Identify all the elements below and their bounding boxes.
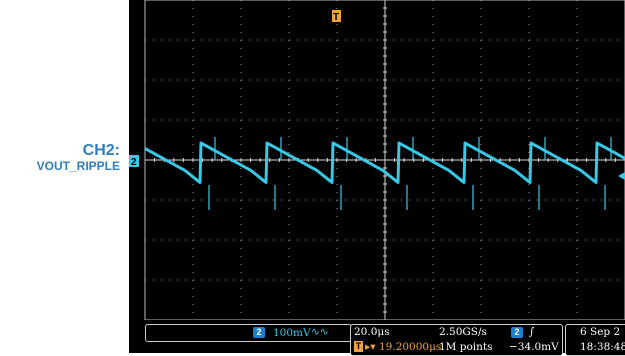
bandwidth-limit-icon: ∿∿ [311, 326, 329, 338]
trigger-source-badge: 2 [511, 327, 523, 338]
status-bar: 2 100mV ∿∿ 20.0μs T ▸▾ 19.20000μs 2.50GS… [129, 320, 625, 356]
channel-2-badge: 2 [253, 327, 265, 338]
trigger-marker-label: T [333, 12, 339, 23]
graticule-border [144, 0, 625, 320]
trigger-level: −34.0mV [509, 341, 559, 353]
rising-edge-icon: ∫ [529, 326, 535, 338]
channel-2-marker-label: 2 [131, 157, 137, 168]
trigger-position: 19.20000μs [379, 341, 442, 353]
sample-rate: 2.50GS/s [439, 326, 487, 338]
annotation-channel: CH2: [82, 142, 120, 159]
record-length: 1M points [439, 341, 493, 353]
date: 6 Sep 2 [580, 326, 621, 338]
channel-settings-box[interactable]: 2 100mV ∿∿ [145, 324, 352, 342]
trigger-position-icon: T [354, 341, 363, 352]
time: 18:38:48 [580, 341, 625, 353]
channel-2-marker: 2 [129, 155, 139, 168]
trigger-arrow-icon: ▸▾ [365, 341, 376, 353]
channel-annotation: CH2: VOUT_RIPPLE [0, 142, 120, 173]
datetime-box: 6 Sep 2 18:38:48 [565, 324, 625, 356]
vertical-scale: 100mV [273, 327, 311, 339]
trigger-level-marker [618, 172, 625, 180]
time-per-div: 20.0μs [354, 326, 390, 338]
annotation-signal: VOUT_RIPPLE [36, 159, 120, 173]
trigger-marker: T [332, 10, 341, 23]
waveform-display: 2T [129, 0, 625, 320]
horizontal-acquisition-box[interactable]: 20.0μs T ▸▾ 19.20000μs 2.50GS/s 1M point… [350, 324, 563, 356]
